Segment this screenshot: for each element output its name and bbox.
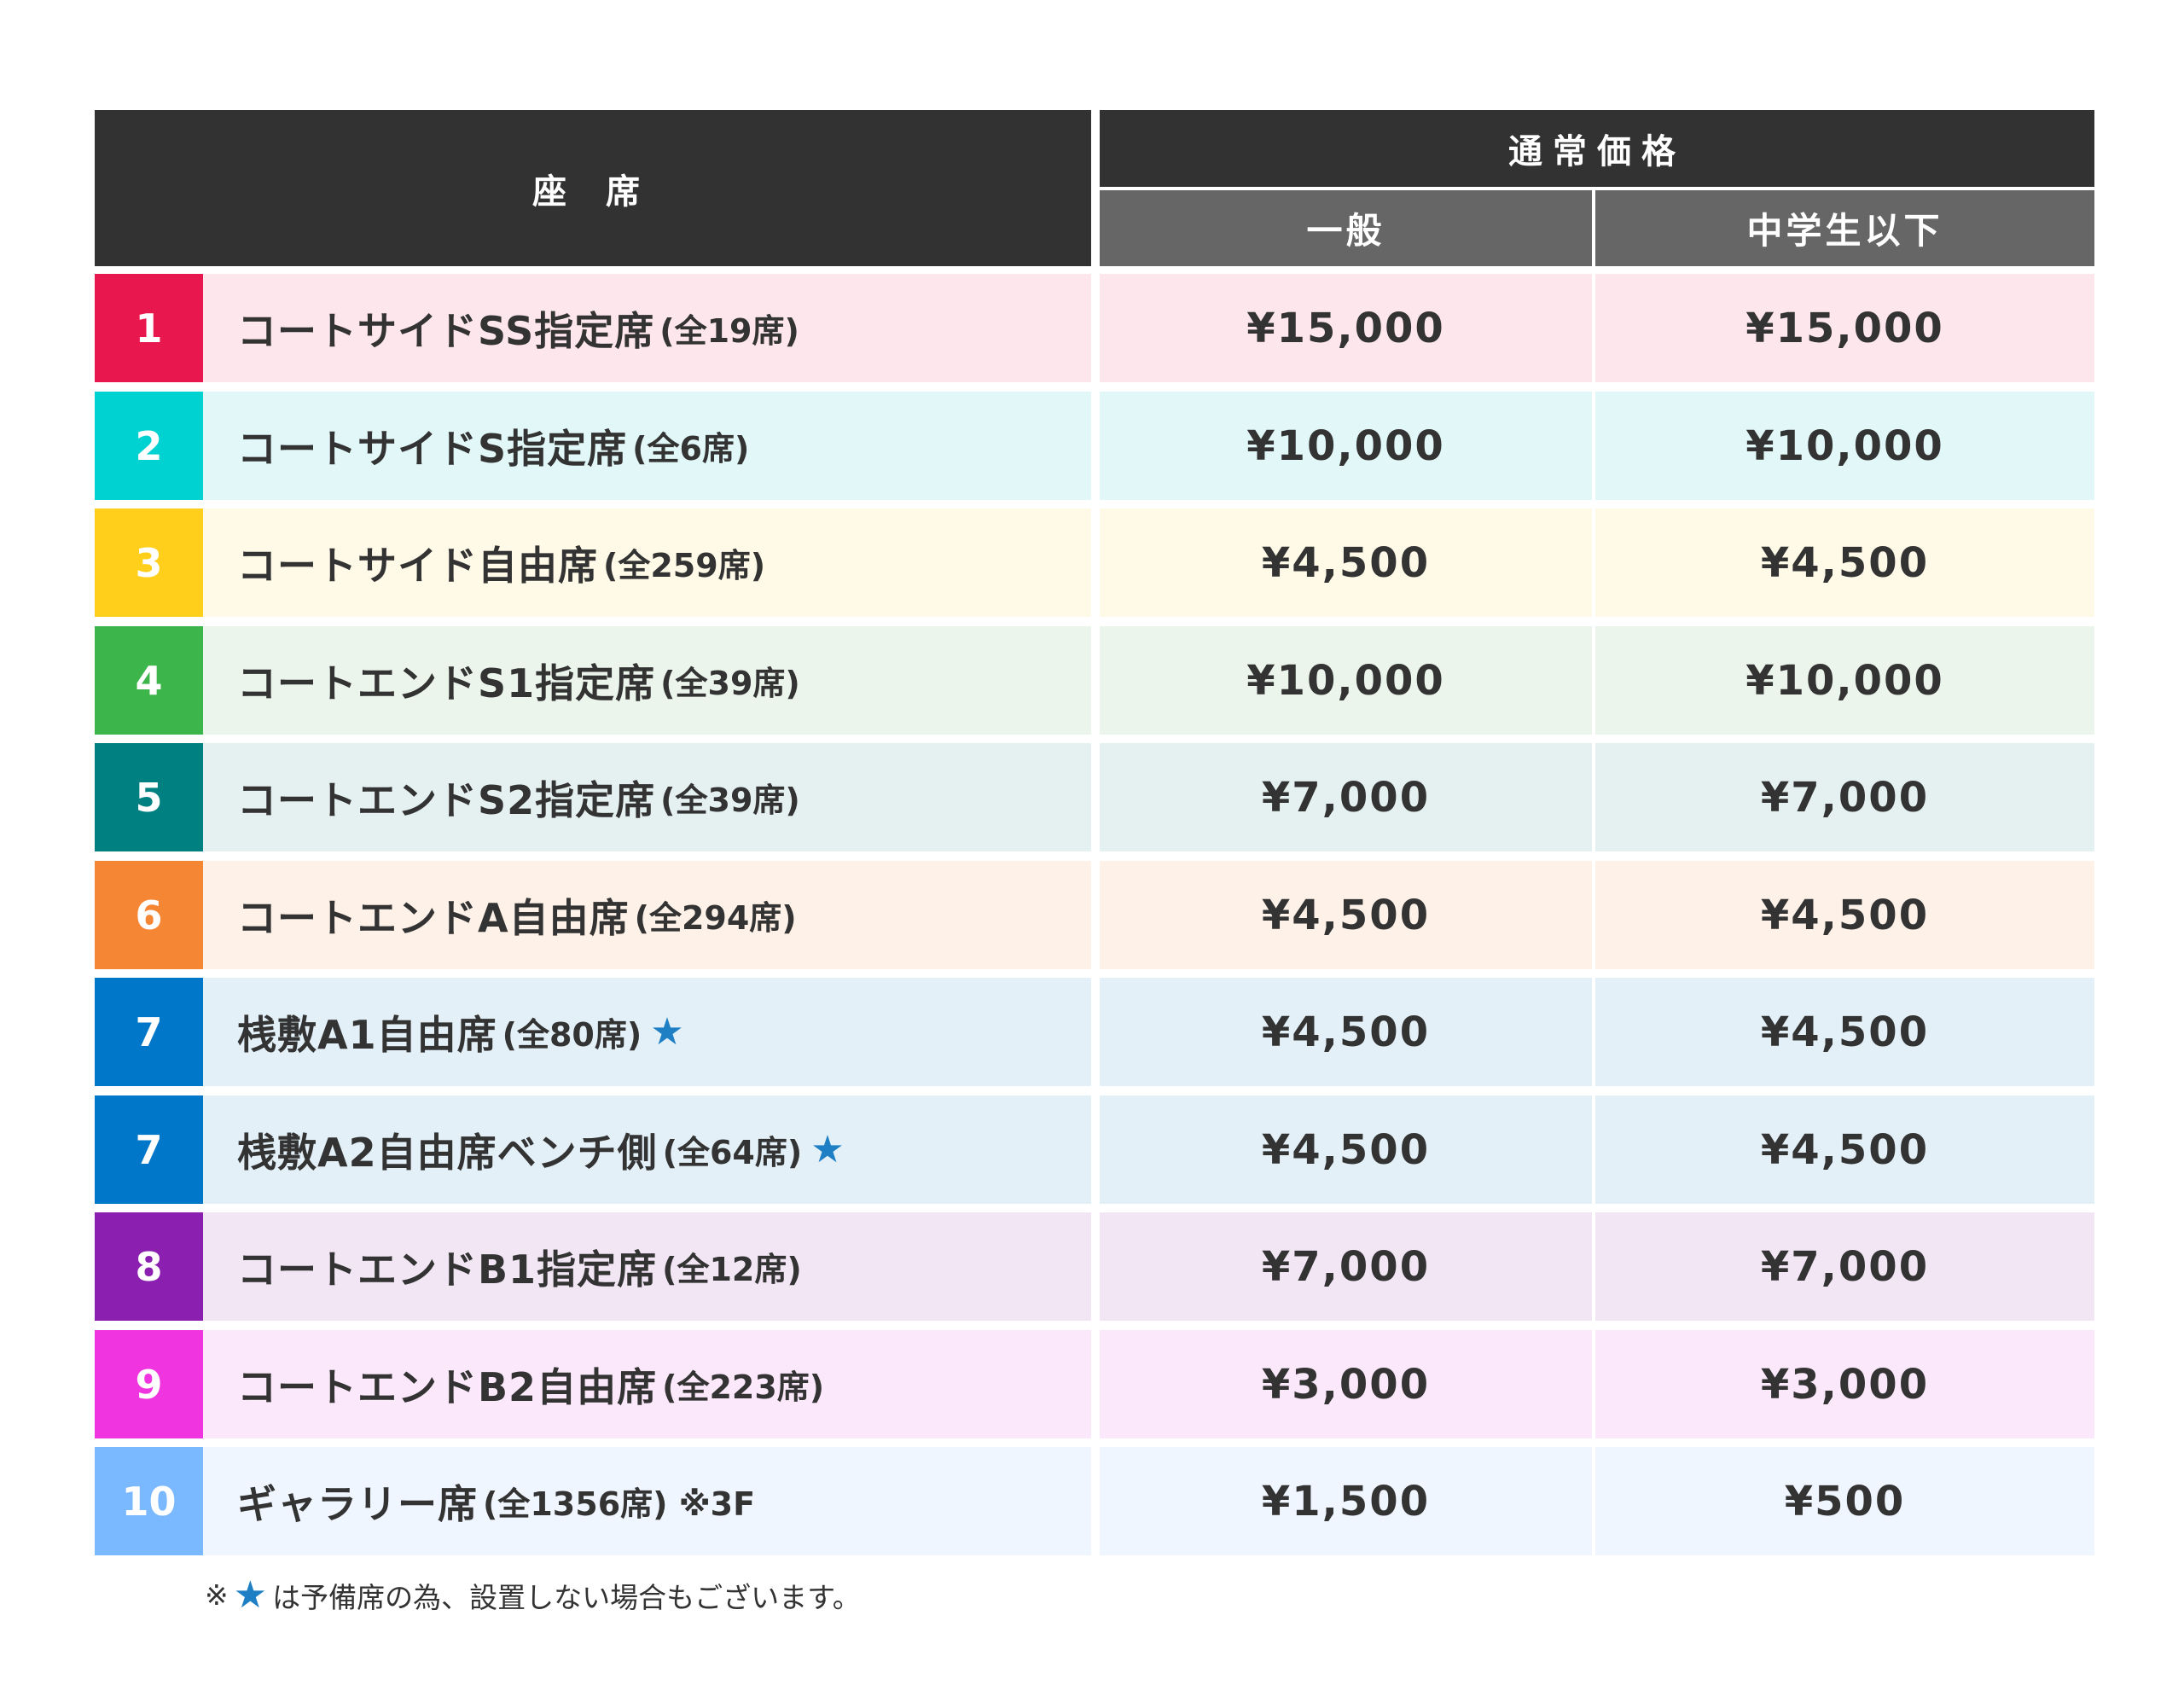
seat-name-cell: コートサイド自由席 (全259席) [203, 508, 1091, 617]
seat-number-badge: 9 [95, 1330, 203, 1438]
general-price: ¥10,000 [1100, 392, 1592, 500]
junior-price: ¥15,000 [1595, 274, 2094, 382]
junior-price: ¥7,000 [1595, 1212, 2094, 1321]
seat-count: (全223席) [662, 1368, 825, 1406]
general-price: ¥15,000 [1100, 274, 1592, 382]
seat-name: コートエンドS1指定席 [237, 660, 656, 706]
seat-name-cell: コートエンドB1指定席 (全12席) [203, 1212, 1091, 1321]
seat-count: (全1356席) ※3F [483, 1485, 756, 1523]
general-price: ¥4,500 [1100, 1095, 1592, 1204]
seat-name-cell: コートエンドS1指定席 (全39席) [203, 626, 1091, 735]
table-row: 5 コートエンドS2指定席 (全39席) ¥7,000 ¥7,000 [95, 743, 2094, 851]
junior-price: ¥7,000 [1595, 743, 2094, 851]
seat-name: コートエンドB2自由席 [237, 1363, 658, 1410]
junior-price: ¥4,500 [1595, 1095, 2094, 1204]
seat-header: 座 席 [95, 110, 1091, 266]
seat-count: (全64席) [662, 1134, 803, 1171]
seat-number-badge: 3 [95, 508, 203, 617]
seat-number-badge: 5 [95, 743, 203, 851]
seat-number-badge: 2 [95, 392, 203, 500]
seat-name-cell: ギャラリー席 (全1356席) ※3F [203, 1447, 1091, 1555]
general-price: ¥3,000 [1100, 1330, 1592, 1438]
seat-count: (全39席) [660, 782, 800, 819]
seat-number-badge: 7 [95, 1095, 203, 1204]
seat-number-badge: 1 [95, 274, 203, 382]
table-row: 4 コートエンドS1指定席 (全39席) ¥10,000 ¥10,000 [95, 626, 2094, 735]
junior-price: ¥10,000 [1595, 626, 2094, 735]
seat-count: (全39席) [660, 665, 800, 702]
seat-count: (全6席) [632, 430, 750, 468]
table-row: 9 コートエンドB2自由席 (全223席) ¥3,000 ¥3,000 [95, 1330, 2094, 1438]
seat-name: コートエンドA自由席 [237, 894, 630, 941]
junior-price: ¥500 [1595, 1447, 2094, 1555]
table-row: 8 コートエンドB1指定席 (全12席) ¥7,000 ¥7,000 [95, 1212, 2094, 1321]
footnote: ※ ★ は予備席の為、設置しない場合もございます。 [205, 1573, 861, 1617]
table-row: 3 コートサイド自由席 (全259席) ¥4,500 ¥4,500 [95, 508, 2094, 617]
seat-number-badge: 6 [95, 861, 203, 969]
seat-name-cell: コートエンドB2自由席 (全223席) [203, 1330, 1091, 1438]
table-row: 7 桟敷A2自由席ベンチ側 (全64席) ★ ¥4,500 ¥4,500 [95, 1095, 2094, 1204]
junior-price: ¥3,000 [1595, 1330, 2094, 1438]
star-icon: ★ [233, 1573, 268, 1617]
footnote-prefix: ※ [205, 1578, 229, 1612]
general-price-header: 一般 [1100, 190, 1592, 266]
seat-number-badge: 4 [95, 626, 203, 735]
seat-name-cell: コートサイドSS指定席 (全19席) [203, 274, 1091, 382]
junior-price: ¥4,500 [1595, 978, 2094, 1086]
table-row: 10 ギャラリー席 (全1356席) ※3F ¥1,500 ¥500 [95, 1447, 2094, 1555]
seat-name: ギャラリー席 [237, 1480, 478, 1527]
general-price: ¥10,000 [1100, 626, 1592, 735]
seat-count: (全12席) [662, 1251, 802, 1288]
seat-count: (全80席) [502, 1016, 642, 1054]
seat-name: コートエンドB1指定席 [237, 1246, 658, 1293]
footnote-text: は予備席の為、設置しない場合もございます。 [272, 1580, 861, 1614]
seat-name: コートサイド自由席 [237, 542, 598, 589]
junior-price: ¥4,500 [1595, 508, 2094, 617]
table-row: 6 コートエンドA自由席 (全294席) ¥4,500 ¥4,500 [95, 861, 2094, 969]
seat-number-badge: 8 [95, 1212, 203, 1321]
seat-name: コートエンドS2指定席 [237, 776, 656, 823]
seat-count: (全259席) [603, 547, 766, 584]
seat-name: コートサイドSS指定席 [237, 307, 655, 354]
seat-name: コートサイドS指定席 [237, 425, 628, 472]
seat-number-badge: 10 [95, 1447, 203, 1555]
general-price: ¥4,500 [1100, 861, 1592, 969]
seat-name-cell: コートエンドS2指定席 (全39席) [203, 743, 1091, 851]
star-icon: ★ [810, 1128, 845, 1171]
seat-count: (全294席) [634, 899, 797, 937]
junior-price: ¥4,500 [1595, 861, 2094, 969]
price-header: 通常価格 [1100, 110, 2094, 187]
seat-name: 桟敷A2自由席ベンチ側 [237, 1129, 658, 1176]
seat-name-cell: コートサイドS指定席 (全6席) [203, 392, 1091, 500]
seat-name: 桟敷A1自由席 [237, 1011, 497, 1058]
seat-name-cell: コートエンドA自由席 (全294席) [203, 861, 1091, 969]
table-row: 1 コートサイドSS指定席 (全19席) ¥15,000 ¥15,000 [95, 274, 2094, 382]
general-price: ¥4,500 [1100, 508, 1592, 617]
general-price: ¥7,000 [1100, 743, 1592, 851]
general-price: ¥4,500 [1100, 978, 1592, 1086]
general-price: ¥7,000 [1100, 1212, 1592, 1321]
general-price: ¥1,500 [1100, 1447, 1592, 1555]
star-icon: ★ [650, 1010, 684, 1054]
seat-count: (全19席) [659, 312, 799, 350]
table-row: 7 桟敷A1自由席 (全80席) ★ ¥4,500 ¥4,500 [95, 978, 2094, 1086]
junior-price: ¥10,000 [1595, 392, 2094, 500]
junior-price-header: 中学生以下 [1595, 190, 2094, 266]
seat-name-cell: 桟敷A1自由席 (全80席) ★ [203, 978, 1091, 1086]
seat-number-badge: 7 [95, 978, 203, 1086]
seat-name-cell: 桟敷A2自由席ベンチ側 (全64席) ★ [203, 1095, 1091, 1204]
table-row: 2 コートサイドS指定席 (全6席) ¥10,000 ¥10,000 [95, 392, 2094, 500]
